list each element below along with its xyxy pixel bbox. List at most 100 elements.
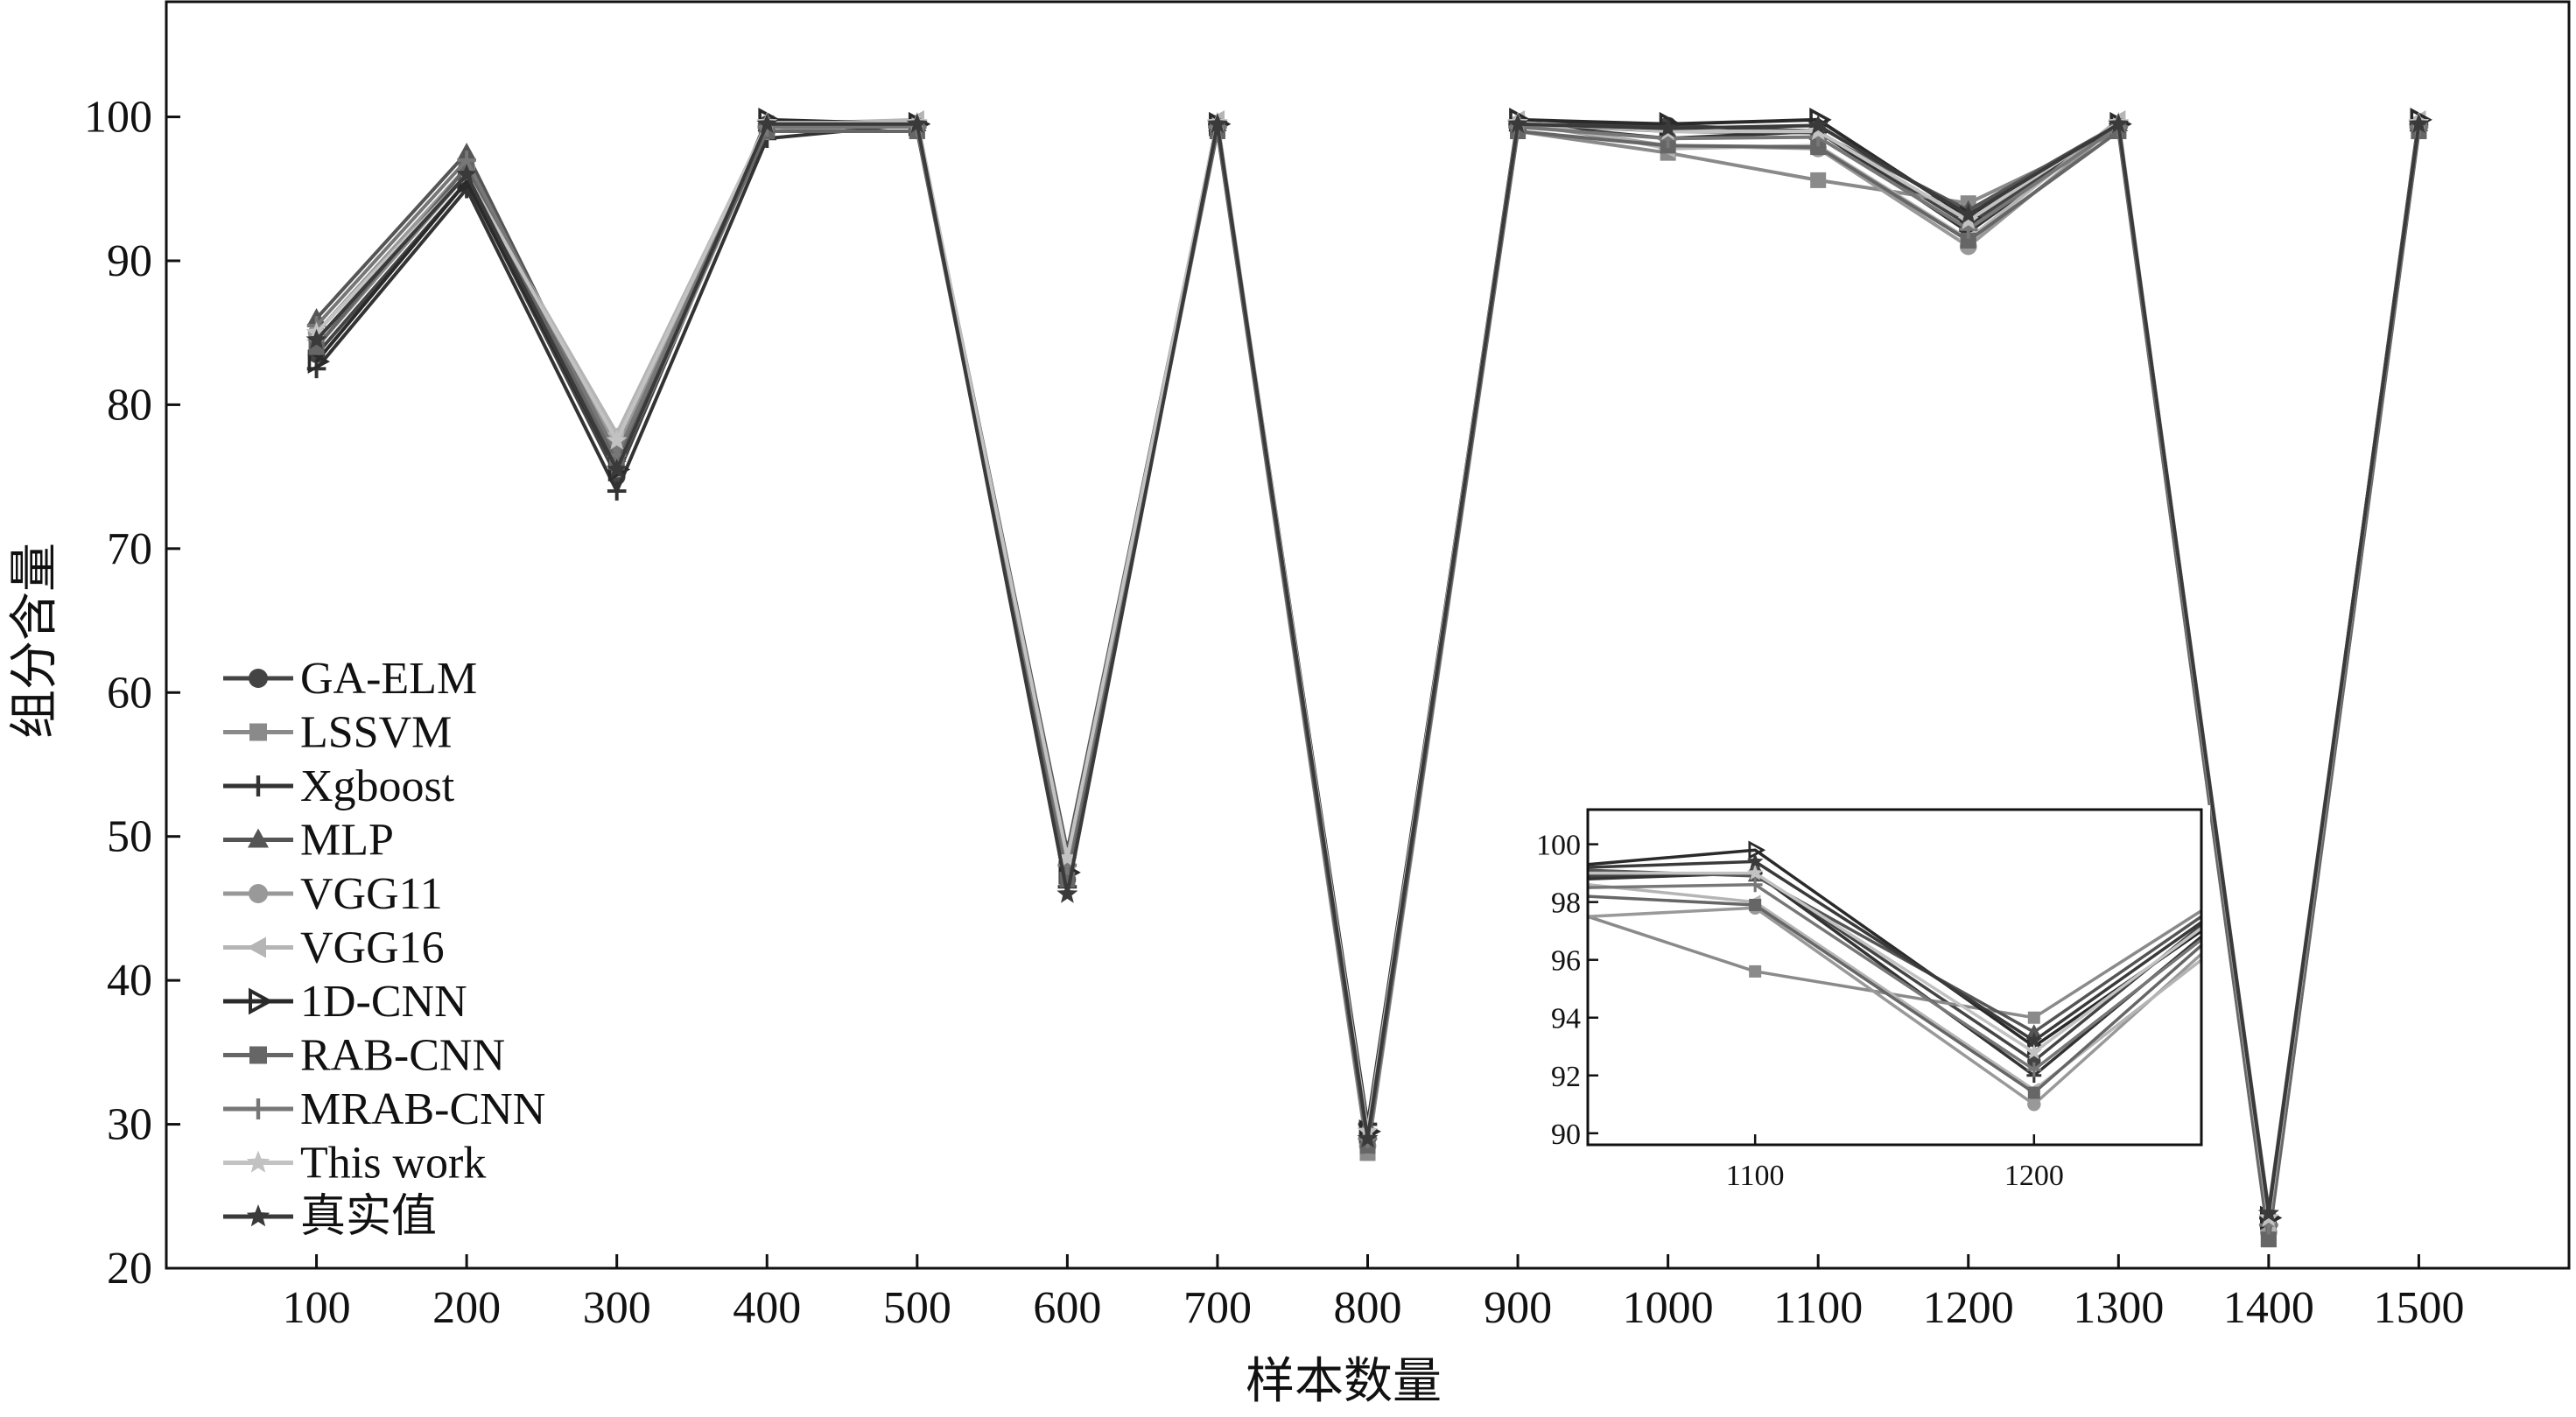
y-tick-label: 100 <box>84 93 152 143</box>
legend-label: 1D-CNN <box>300 977 467 1027</box>
inset-series-MRAB-CNN <box>1587 877 2203 1077</box>
y-tick-label: 40 <box>107 956 152 1006</box>
inset-series-line <box>1587 906 2203 1106</box>
data-point <box>1957 203 1979 224</box>
inset-plot: 90 92 94 96 98 100 1100 1200 <box>1536 805 2210 1192</box>
inset-series-This work <box>1588 864 2203 1060</box>
inset-data-point <box>1749 898 1762 911</box>
data-point <box>1810 139 1827 156</box>
inset-data-point <box>1747 877 1763 893</box>
legend-entry: MLP <box>223 816 394 866</box>
x-tick-label: 900 <box>1484 1283 1552 1333</box>
y-tick-label: 70 <box>107 524 152 574</box>
inset-data-point <box>1748 840 1766 859</box>
x-tick-label: 1000 <box>1623 1283 1714 1333</box>
inset-series-真实值 <box>1587 852 2203 1049</box>
legend-label: GA-ELM <box>300 654 477 704</box>
x-tick-label: 1300 <box>2073 1283 2164 1333</box>
inset-y-tick-label: 98 <box>1551 887 1581 920</box>
legend-entry: Xgboost <box>223 761 455 811</box>
legend-label: This work <box>300 1139 486 1189</box>
data-point <box>607 481 627 501</box>
x-tick-label: 100 <box>283 1283 351 1333</box>
x-tick-label: 1200 <box>1923 1283 2014 1333</box>
data-point <box>1056 882 1078 903</box>
data-point <box>1810 172 1827 188</box>
data-point <box>1507 113 1528 133</box>
inset-y-tick-label: 90 <box>1551 1119 1581 1151</box>
data-point <box>606 429 628 450</box>
inset-data-point <box>2026 1062 2042 1077</box>
x-axis-label: 样本数量 <box>1246 1353 1442 1410</box>
legend-label: VGG11 <box>300 869 443 919</box>
x-tick-label: 300 <box>583 1283 651 1333</box>
inset-series-line <box>1587 859 2203 1042</box>
y-tick-label: 90 <box>107 236 152 286</box>
x-tick-label: 700 <box>1183 1283 1252 1333</box>
data-point <box>1056 846 1078 867</box>
inset-x-tick-label: 1100 <box>1726 1160 1785 1192</box>
main-plot: 20 30 40 50 60 70 80 90 100 100 200 300 400 500 600 700… <box>84 0 2571 1333</box>
data-point <box>1807 114 1829 135</box>
legend-entry: VGG16 <box>223 923 445 973</box>
legend-entry: 真实值 <box>223 1192 437 1242</box>
legend-entry: MRAB-CNN <box>223 1084 545 1134</box>
inset-y-tick-label: 94 <box>1551 1003 1581 1035</box>
y-tick-label: 60 <box>107 668 152 718</box>
inset-data-point <box>2027 1098 2041 1112</box>
inset-series-line <box>1587 883 2203 1071</box>
inset-y-tick-label: 96 <box>1551 945 1581 978</box>
legend-entry: GA-ELM <box>223 654 477 704</box>
inset-data-point <box>2025 1043 2043 1060</box>
inset-data-point <box>2025 1032 2043 1049</box>
x-tick-label: 600 <box>1033 1283 1101 1333</box>
x-tick-label: 500 <box>883 1283 951 1333</box>
legend-entry: LSSVM <box>223 708 452 758</box>
data-point <box>756 113 778 133</box>
inset-data-point <box>1746 852 1764 869</box>
inset-y-tick-label: 92 <box>1551 1061 1581 1093</box>
data-point <box>2108 113 2130 133</box>
legend-marker <box>248 775 269 796</box>
data-point <box>606 458 628 479</box>
data-point <box>1207 113 1228 133</box>
x-tick-label: 1100 <box>1773 1283 1863 1333</box>
legend-marker <box>246 1150 270 1173</box>
data-point <box>906 113 928 133</box>
inset-frame <box>1586 808 2203 1147</box>
inset-series-line <box>1588 871 2203 1055</box>
x-tick-label: 200 <box>432 1283 501 1333</box>
legend: GA-ELMLSSVMXgboostMLPVGG11VGG161D-CNNRAB… <box>223 654 545 1242</box>
legend-marker <box>249 723 267 741</box>
y-tick-label: 80 <box>107 380 152 430</box>
x-tick-label: 800 <box>1334 1283 1402 1333</box>
legend-marker <box>246 1204 270 1227</box>
x-tick-label: 1400 <box>2223 1283 2314 1333</box>
legend-entry: VGG11 <box>223 869 443 919</box>
legend-label: RAB-CNN <box>300 1031 505 1081</box>
legend-marker <box>248 1098 269 1119</box>
data-point <box>2257 1202 2279 1223</box>
inset-data-point <box>2026 1024 2042 1038</box>
data-point <box>1960 232 1976 249</box>
legend-marker <box>248 828 269 848</box>
inset-data-point <box>2027 1011 2040 1024</box>
legend-entry: This work <box>223 1139 486 1189</box>
legend-marker <box>249 884 268 903</box>
legend-label: MRAB-CNN <box>300 1084 545 1134</box>
inset-data-point <box>1749 965 1762 978</box>
inset-series-line <box>1587 883 2203 1092</box>
data-point <box>2408 113 2430 133</box>
data-point <box>1657 117 1679 137</box>
y-tick-label: 20 <box>107 1244 152 1294</box>
series-真实值 <box>305 113 2430 1223</box>
legend-label: 真实值 <box>300 1192 437 1242</box>
data-point <box>1357 1127 1379 1148</box>
legend-marker <box>247 936 266 958</box>
legend-marker <box>249 669 268 688</box>
inset-x-tick-label: 1200 <box>2004 1160 2064 1192</box>
data-point <box>456 163 478 184</box>
y-tick-label: 50 <box>107 812 152 862</box>
data-point <box>305 328 327 349</box>
